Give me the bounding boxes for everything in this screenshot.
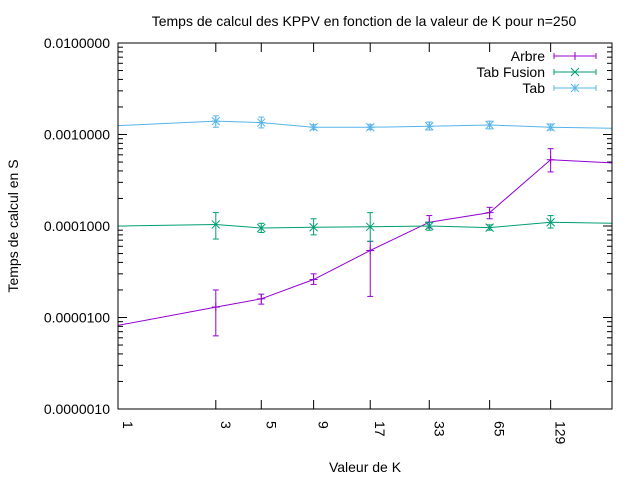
x-tick-label: 5 [263, 421, 279, 429]
error-bar-tab-fusion [212, 212, 219, 240]
x-tick-label: 65 [492, 421, 508, 437]
data-point-tab-fusion [485, 223, 494, 232]
marker-stroke [256, 118, 266, 127]
data-point-arbre [366, 246, 375, 255]
data-point-tab-fusion [211, 220, 221, 229]
y-tick-label: 0.0001000 [44, 218, 110, 234]
marker-stroke [309, 222, 318, 232]
marker-stroke [424, 221, 434, 231]
x-tick-label: 1 [120, 421, 136, 429]
legend-item-arbre: Arbre [511, 48, 597, 64]
x-axis-label: Valeur de K [329, 459, 402, 475]
series-layer [117, 115, 613, 337]
y-tick-label: 0.0100000 [44, 35, 110, 51]
legend-marker [571, 52, 579, 60]
marker-stroke [570, 67, 580, 77]
y-tick-label: 0.0010000 [44, 127, 110, 143]
legend-item-tab-fusion: Tab Fusion [477, 64, 597, 80]
marker-stroke [485, 120, 494, 130]
error-bar-arbre [212, 289, 219, 337]
series-tab-fusion [117, 212, 613, 242]
data-point-tab-fusion [546, 217, 555, 227]
data-point-tab-fusion [365, 222, 375, 232]
chart-title: Temps de calcul des KPPV en fonction de … [152, 13, 577, 29]
data-point-tab [309, 122, 318, 132]
legend-item-tab: Tab [522, 80, 597, 96]
data-point-tab-fusion [424, 221, 434, 231]
data-point-tab [256, 118, 266, 127]
marker-stroke [256, 223, 266, 233]
data-point-tab [211, 116, 221, 126]
x-tick-label: 17 [372, 421, 388, 437]
marker-stroke [424, 121, 434, 131]
series-tab [117, 115, 613, 132]
y-tick-label: 0.0000010 [44, 401, 110, 417]
data-point-arbre [485, 208, 494, 217]
marker-stroke [211, 220, 221, 229]
marker-stroke [570, 83, 580, 93]
data-point-arbre [546, 155, 555, 164]
x-tick-label: 3 [218, 421, 234, 429]
series-arbre [117, 148, 613, 337]
y-axis-label: Temps de calcul en S [5, 159, 21, 292]
marker-stroke [546, 217, 555, 227]
marker-stroke [365, 122, 375, 132]
data-point-tab [424, 121, 434, 131]
data-point-tab [365, 122, 375, 132]
x-tick-label: 129 [553, 421, 569, 445]
data-point-tab-fusion [309, 222, 318, 232]
data-point-arbre [257, 294, 266, 303]
data-point-tab [485, 120, 494, 130]
series-line-tab-fusion [117, 221, 613, 229]
data-point-arbre [309, 275, 318, 284]
marker-stroke [211, 116, 221, 126]
marker-stroke [365, 222, 375, 232]
legend-marker [570, 67, 580, 77]
plot-frame [117, 42, 613, 410]
series-line-tab [117, 120, 613, 129]
marker-stroke [309, 122, 318, 132]
legend-label: Tab Fusion [477, 64, 545, 80]
data-point-tab-fusion [256, 223, 266, 233]
x-tick-label: 33 [431, 421, 447, 437]
ticks-layer: 0.0000010 0.0000100 0.0001000 0.0010000 0.01… [44, 35, 612, 445]
legend-label: Tab [522, 80, 545, 96]
series-line-arbre [117, 159, 613, 326]
data-point-arbre [211, 303, 220, 312]
x-tick-label: 9 [316, 421, 332, 429]
y-tick-label: 0.0000100 [44, 310, 110, 326]
marker-stroke [546, 122, 555, 132]
marker-stroke [485, 223, 494, 232]
legend-label: Arbre [511, 48, 545, 64]
data-point-tab [546, 122, 555, 132]
legend-marker [570, 83, 580, 93]
